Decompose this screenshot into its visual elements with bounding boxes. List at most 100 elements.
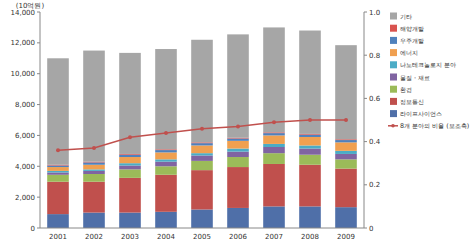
x-tick-label: 2009 <box>337 233 355 241</box>
bar-segment <box>299 149 321 155</box>
bar-segment <box>263 206 285 228</box>
y2-tick <box>364 184 367 185</box>
y-tick <box>37 135 40 136</box>
y2-tick-label: 0.2 <box>369 181 380 189</box>
bar-segment <box>191 209 213 228</box>
y-tick <box>37 42 40 43</box>
y2-tick-label: 1.0 <box>369 9 380 17</box>
bar-segment <box>299 145 321 148</box>
legend: 기타해양개발우주개발에너지나노테크놀로지 분야물질・재료환경정보통신라이프사이언… <box>388 13 469 131</box>
y-tick <box>37 73 40 74</box>
bar-segment <box>263 144 285 147</box>
bar-segment <box>119 157 141 163</box>
x-tick-label: 2007 <box>265 233 283 241</box>
legend-label: 8개 분야의 비율 (보조축) <box>400 122 469 130</box>
bar-segment <box>227 208 249 228</box>
bar-segment <box>335 159 357 168</box>
bar-segment <box>47 182 69 214</box>
legend-label: 해양개발 <box>400 25 424 33</box>
bar-segment <box>83 182 105 213</box>
line-marker <box>308 118 312 122</box>
legend-swatch <box>390 98 397 105</box>
bar-segment <box>155 166 177 174</box>
bar-segment <box>227 141 249 149</box>
y-tick-label: 2,000 <box>15 194 35 202</box>
bar-segment <box>47 166 69 168</box>
bar-segment <box>263 133 285 135</box>
line-marker <box>200 127 204 131</box>
y-tick <box>37 12 40 13</box>
bar-segment <box>47 171 69 173</box>
bar-segment <box>83 165 105 170</box>
x-tick-label: 2006 <box>229 233 247 241</box>
ratio-line <box>58 120 346 150</box>
y-tick-label: 6,000 <box>15 132 35 140</box>
bar-segment <box>299 135 321 137</box>
bar-segment <box>155 162 177 167</box>
bar-segment <box>227 167 249 208</box>
legend-swatch <box>390 25 397 32</box>
legend-label: 라이프사이언스 <box>400 110 442 118</box>
y2-tick-label: 0 <box>369 225 373 233</box>
legend-swatch <box>390 49 397 56</box>
bar-segment <box>83 169 105 171</box>
bar-segment <box>335 45 357 139</box>
bar-segment <box>119 178 141 213</box>
legend-swatch <box>390 37 397 44</box>
x-tick-label: 2008 <box>301 233 319 241</box>
legend-label: 정보통신 <box>400 98 424 106</box>
x-tick-label: 2005 <box>193 233 211 241</box>
bar-segment <box>47 172 69 174</box>
legend-label: 환경 <box>400 86 412 94</box>
x-tick-label: 2003 <box>121 233 139 241</box>
y-tick-label: 0 <box>31 225 35 233</box>
legend-swatch <box>390 13 397 20</box>
bar-segment <box>299 206 321 228</box>
bar-segment <box>47 167 69 171</box>
y2-tick <box>364 98 367 99</box>
y-axis-line <box>40 12 41 228</box>
bar-segment <box>47 58 69 164</box>
bar-segment <box>155 212 177 228</box>
bar-segment <box>119 213 141 228</box>
bar-segment <box>335 142 357 150</box>
bar-segment <box>83 51 105 162</box>
line-marker <box>236 124 240 128</box>
bar-segment <box>191 145 213 153</box>
y2-tick-label: 0.4 <box>369 138 381 146</box>
line-marker <box>164 131 168 135</box>
bar-segment <box>83 171 105 174</box>
plot-marks <box>47 27 357 228</box>
bar-segment <box>227 149 249 152</box>
bar-segment <box>335 154 357 159</box>
bar-segment <box>191 143 213 145</box>
bar-segment <box>119 155 141 157</box>
bar-segment <box>155 159 177 161</box>
bar-segment <box>191 153 213 155</box>
bar-segment <box>299 155 321 165</box>
y2-tick <box>364 12 367 13</box>
bar-segment <box>83 213 105 228</box>
legend-label: 에너지 <box>400 49 418 57</box>
bar-segment <box>335 169 357 208</box>
bar-segment <box>191 170 213 209</box>
legend-label: 우주개발 <box>400 37 424 45</box>
x-tick-label: 2004 <box>157 233 175 241</box>
bar-segment <box>155 175 177 212</box>
legend-swatch <box>390 110 397 117</box>
bar-segment <box>335 207 357 228</box>
bar-segment <box>119 166 141 170</box>
bar-segment <box>155 150 177 152</box>
legend-label: 기타 <box>400 13 412 21</box>
y2-axis-line <box>364 12 365 228</box>
bar-segment <box>227 139 249 141</box>
bar-segment <box>227 34 249 137</box>
bar-segment <box>47 175 69 182</box>
y2-tick <box>364 55 367 56</box>
bar-segment <box>47 214 69 228</box>
legend-swatch <box>390 86 397 93</box>
legend-swatch <box>391 124 395 128</box>
x-axis-line <box>40 228 364 229</box>
legend-label: 나노테크놀로지 분야 <box>400 61 456 69</box>
y-tick-label: 8,000 <box>15 101 35 109</box>
